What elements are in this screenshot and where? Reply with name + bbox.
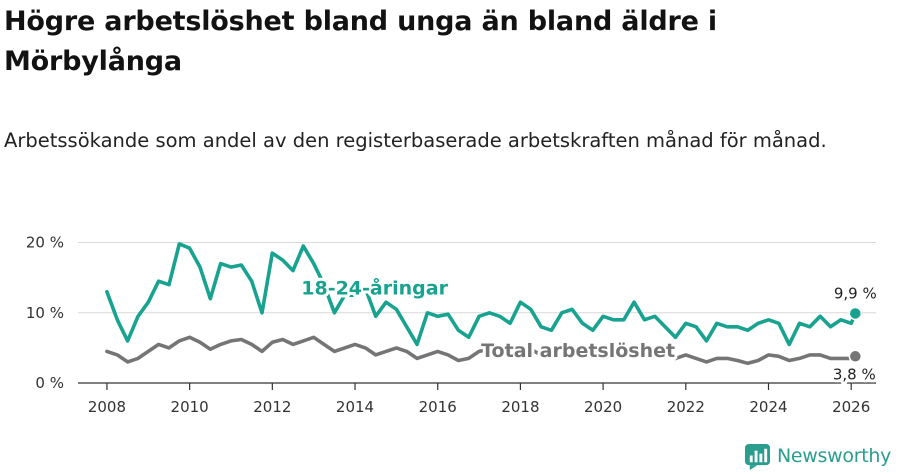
chart-title: Högre arbetslöshet bland unga än bland ä…: [4, 6, 717, 77]
chart-subtitle: Arbetssökande som andel av den registerb…: [4, 129, 827, 152]
x-tick-label: 2012: [253, 398, 291, 416]
x-tick-label: 2010: [171, 398, 209, 416]
gridlines: [78, 242, 876, 314]
x-tick-label: 2026: [832, 398, 870, 416]
newsworthy-logo-icon: [744, 443, 771, 470]
total-series-line: [105, 335, 858, 366]
total-series-label: Total arbetslöshet: [481, 340, 675, 362]
youth-end-dot: [848, 306, 863, 321]
y-tick-label: 20 %: [26, 234, 64, 252]
total-series-label-halo: Total arbetslöshet: [481, 340, 675, 362]
x-tick-label: 2008: [88, 398, 126, 416]
newsworthy-brand: Newsworthy: [744, 441, 891, 471]
youth-end-value-label: 9,9 %: [834, 284, 877, 302]
x-tick-label: 2020: [584, 398, 622, 416]
series-lines: [105, 242, 863, 366]
x-tick-label: 2024: [749, 398, 787, 416]
x-tick-label: 2014: [336, 398, 374, 416]
axes: 0 % 10 % 20 % 2008 2010 2012 2014 2016 2018 2020 2…: [26, 234, 876, 416]
x-tick-label: 2016: [419, 398, 457, 416]
y-tick-label: 10 %: [26, 304, 64, 322]
total-end-value-label: 3,8 %: [833, 365, 876, 383]
brand-name: Newsworthy: [777, 445, 892, 467]
y-tick-label: 0 %: [35, 374, 64, 392]
youth-series-line: [105, 242, 858, 347]
x-tick-label: 2022: [667, 398, 705, 416]
x-tick-label: 2018: [501, 398, 539, 416]
youth-series-label: 18-24-åringar: [301, 276, 448, 300]
youth-series-label-halo: 18-24-åringar: [301, 276, 448, 300]
total-end-dot: [848, 349, 863, 364]
total-end-value-label-halo: 3,8 %: [833, 365, 876, 383]
